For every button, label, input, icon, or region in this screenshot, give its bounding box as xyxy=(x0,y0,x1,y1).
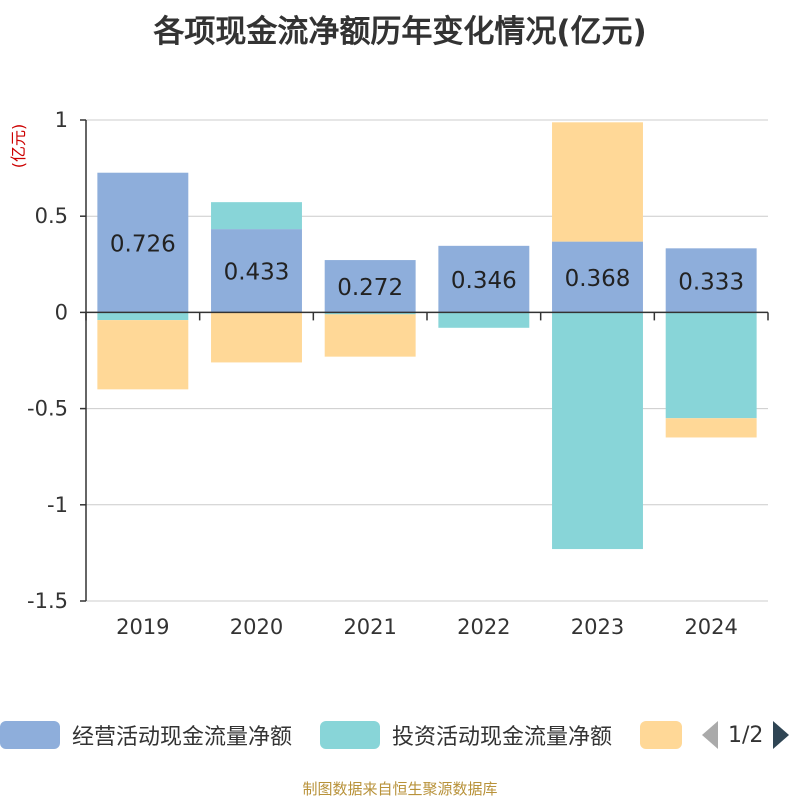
legend-prev-icon[interactable] xyxy=(702,721,718,749)
y-tick-label: 1 xyxy=(55,108,68,132)
legend-label-operating: 经营活动现金流量净额 xyxy=(72,725,293,750)
bar-series1-2023 xyxy=(552,312,643,550)
data-label: 0.726 xyxy=(110,232,176,258)
chart-area: 1 0.5 0 -0.5 -1 -1.5 2019 2020 2021 2022 2023 2024 (… xyxy=(9,108,769,639)
bar-series0-2022 xyxy=(438,245,530,313)
x-tick-label: 2021 xyxy=(343,615,396,639)
data-labels: 0.726 0.433 0.272 0.346 0.368 0.333 xyxy=(110,232,744,302)
legend-pager: 1/2 xyxy=(702,712,790,758)
legend-swatch-financing xyxy=(640,721,682,749)
bar-series2-2023 xyxy=(552,122,643,242)
y-tick-label: -1.5 xyxy=(27,589,68,613)
legend-item-operating[interactable]: 经营活动现金流量净额 xyxy=(0,712,292,758)
legend-swatch-investing xyxy=(320,721,380,749)
legend-next-icon[interactable] xyxy=(773,721,790,749)
data-label: 0.333 xyxy=(678,269,744,295)
bar-series2-2020 xyxy=(211,312,302,363)
bars xyxy=(97,122,757,550)
x-tick-label: 2024 xyxy=(684,615,737,639)
data-label: 0.346 xyxy=(451,268,517,294)
legend-item-financing[interactable] xyxy=(640,712,682,758)
y-axis-unit-label: (亿元) xyxy=(9,124,28,169)
bar-series1-2021 xyxy=(324,312,416,315)
legend-label-investing: 投资活动现金流量净额 xyxy=(392,725,613,750)
data-source-note: 制图数据来自恒生聚源数据库 xyxy=(302,780,498,798)
data-label: 0.433 xyxy=(224,260,290,286)
bar-series1-2022 xyxy=(438,312,530,328)
bar-series2-2024 xyxy=(665,418,757,438)
x-tick-label: 2023 xyxy=(571,615,624,639)
chart-title: 各项现金流净额历年变化情况(亿元) xyxy=(153,14,647,50)
bar-series2-2021 xyxy=(324,314,416,357)
legend-page-indicator: 1/2 xyxy=(728,722,764,748)
bar-series0-2019 xyxy=(97,172,189,313)
bar-series1-2019 xyxy=(97,312,189,321)
x-tick-label: 2019 xyxy=(116,615,169,639)
legend-swatch-operating xyxy=(0,721,60,749)
bar-series0-2023 xyxy=(552,241,643,313)
bar-series0-2020 xyxy=(211,229,302,313)
legend: 经营活动现金流量净额 投资活动现金流量净额 1/2 xyxy=(0,712,800,758)
bar-series0-2024 xyxy=(665,248,757,313)
legend-item-investing[interactable]: 投资活动现金流量净额 xyxy=(320,712,612,758)
bar-series2-2019 xyxy=(97,320,189,390)
y-tick-label: 0 xyxy=(55,300,68,324)
axes: 1 0.5 0 -0.5 -1 -1.5 2019 2020 2021 2022 2023 2024 (… xyxy=(9,108,769,639)
y-tick-label: 0.5 xyxy=(35,204,68,228)
x-tick-label: 2022 xyxy=(457,615,510,639)
data-label: 0.272 xyxy=(337,275,403,301)
y-tick-label: -1 xyxy=(47,493,68,517)
x-tick-label: 2020 xyxy=(230,615,283,639)
bar-series0-2021 xyxy=(324,260,416,313)
y-tick-label: -0.5 xyxy=(27,397,68,421)
bar-series1-2020 xyxy=(211,202,302,230)
bar-series1-2024 xyxy=(665,312,757,419)
data-label: 0.368 xyxy=(565,266,631,292)
